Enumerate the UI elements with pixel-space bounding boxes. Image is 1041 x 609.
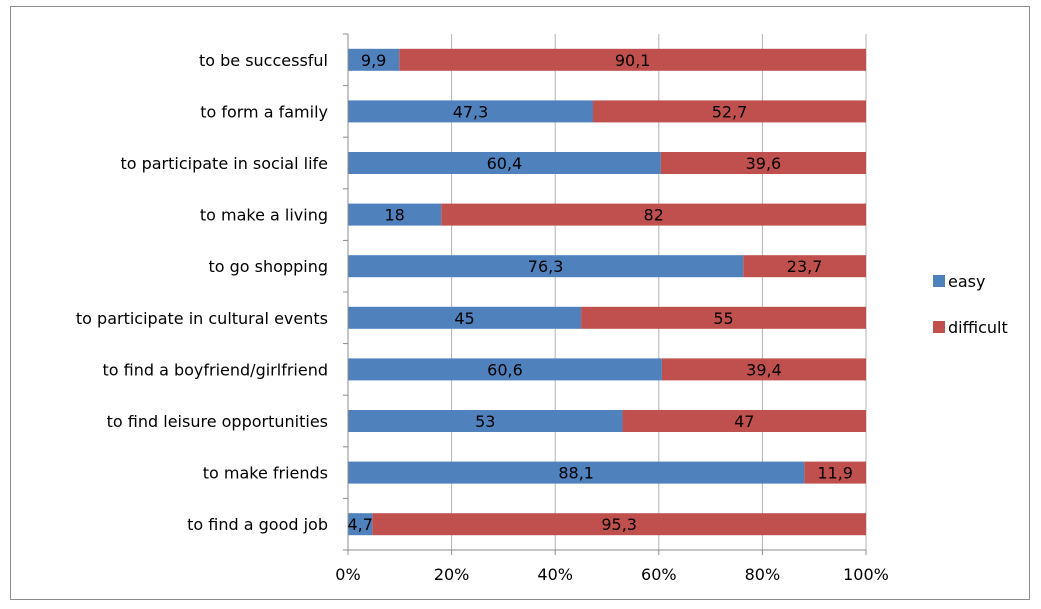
- data-label-easy: 60,6: [487, 360, 523, 379]
- x-tick-label: 60%: [641, 565, 677, 584]
- bar-easy-9: [348, 461, 805, 484]
- category-label: to go shopping: [209, 257, 329, 276]
- legend-swatch-easy: [933, 275, 945, 287]
- bar-easy-2: [348, 100, 594, 123]
- bar-difficult-2: [593, 100, 866, 123]
- x-tick-label: 80%: [745, 565, 781, 584]
- bar-easy-1: [348, 48, 400, 71]
- data-label-difficult: 95,3: [601, 515, 637, 534]
- category-label: to participate in social life: [120, 154, 328, 173]
- bar-easy-8: [348, 410, 623, 432]
- x-tick-label: 20%: [434, 565, 470, 584]
- bar-easy-10: [348, 513, 373, 536]
- category-label: to find a good job: [187, 515, 328, 534]
- x-tick-label: 100%: [843, 565, 889, 584]
- data-label-easy: 18: [384, 206, 404, 225]
- data-label-difficult: 39,6: [746, 154, 782, 173]
- bar-easy-7: [348, 358, 662, 381]
- legend-label-easy: easy: [948, 272, 985, 291]
- category-label: to form a family: [200, 102, 328, 121]
- category-label: to find leisure opportunities: [107, 412, 328, 431]
- data-label-easy: 45: [454, 309, 474, 328]
- data-label-easy: 9,9: [361, 51, 386, 70]
- data-label-difficult: 23,7: [787, 257, 823, 276]
- bar-difficult-8: [622, 410, 866, 432]
- bar-easy-4: [348, 203, 442, 226]
- bar-easy-6: [348, 306, 582, 329]
- data-label-difficult: 11,9: [817, 464, 853, 483]
- bar-difficult-9: [804, 461, 866, 484]
- bars: [348, 48, 866, 536]
- bar-difficult-5: [743, 255, 866, 278]
- x-tick-label: 40%: [537, 565, 573, 584]
- data-label-difficult: 39,4: [746, 360, 782, 379]
- data-label-easy: 4,7: [347, 515, 372, 534]
- data-label-easy: 88,1: [558, 464, 594, 483]
- category-label: to make a living: [200, 206, 328, 225]
- bar-difficult-4: [441, 203, 866, 226]
- legend: easy difficult: [933, 272, 1008, 337]
- bar-difficult-7: [661, 358, 866, 381]
- data-label-difficult: 55: [713, 309, 733, 328]
- axes: [343, 33, 867, 555]
- data-label-easy: 53: [475, 412, 495, 431]
- category-label: to find a boyfriend/girlfriend: [102, 360, 328, 379]
- data-label-difficult: 82: [643, 206, 663, 225]
- x-tick-label: 0%: [335, 565, 360, 584]
- legend-label-difficult: difficult: [948, 318, 1008, 337]
- bar-difficult-1: [399, 48, 866, 71]
- bar-difficult-6: [581, 306, 866, 329]
- data-label-easy: 47,3: [453, 102, 489, 121]
- legend-swatch-difficult: [933, 321, 945, 333]
- data-label-difficult: 52,7: [712, 102, 748, 121]
- data-label-difficult: 90,1: [615, 51, 651, 70]
- data-label-difficult: 47: [734, 412, 754, 431]
- bar-easy-5: [348, 255, 744, 278]
- bar-difficult-10: [372, 513, 866, 536]
- bar-difficult-3: [660, 152, 866, 174]
- bar-easy-3: [348, 152, 661, 174]
- category-label: to be successful: [199, 51, 328, 70]
- data-label-easy: 76,3: [528, 257, 564, 276]
- category-label: to make friends: [203, 464, 328, 483]
- labels: 0% 20% 40% 60% 80% 100% to be successful 9,9 90,…: [76, 51, 889, 584]
- category-label: to participate in cultural events: [76, 309, 328, 328]
- data-label-easy: 60,4: [487, 154, 523, 173]
